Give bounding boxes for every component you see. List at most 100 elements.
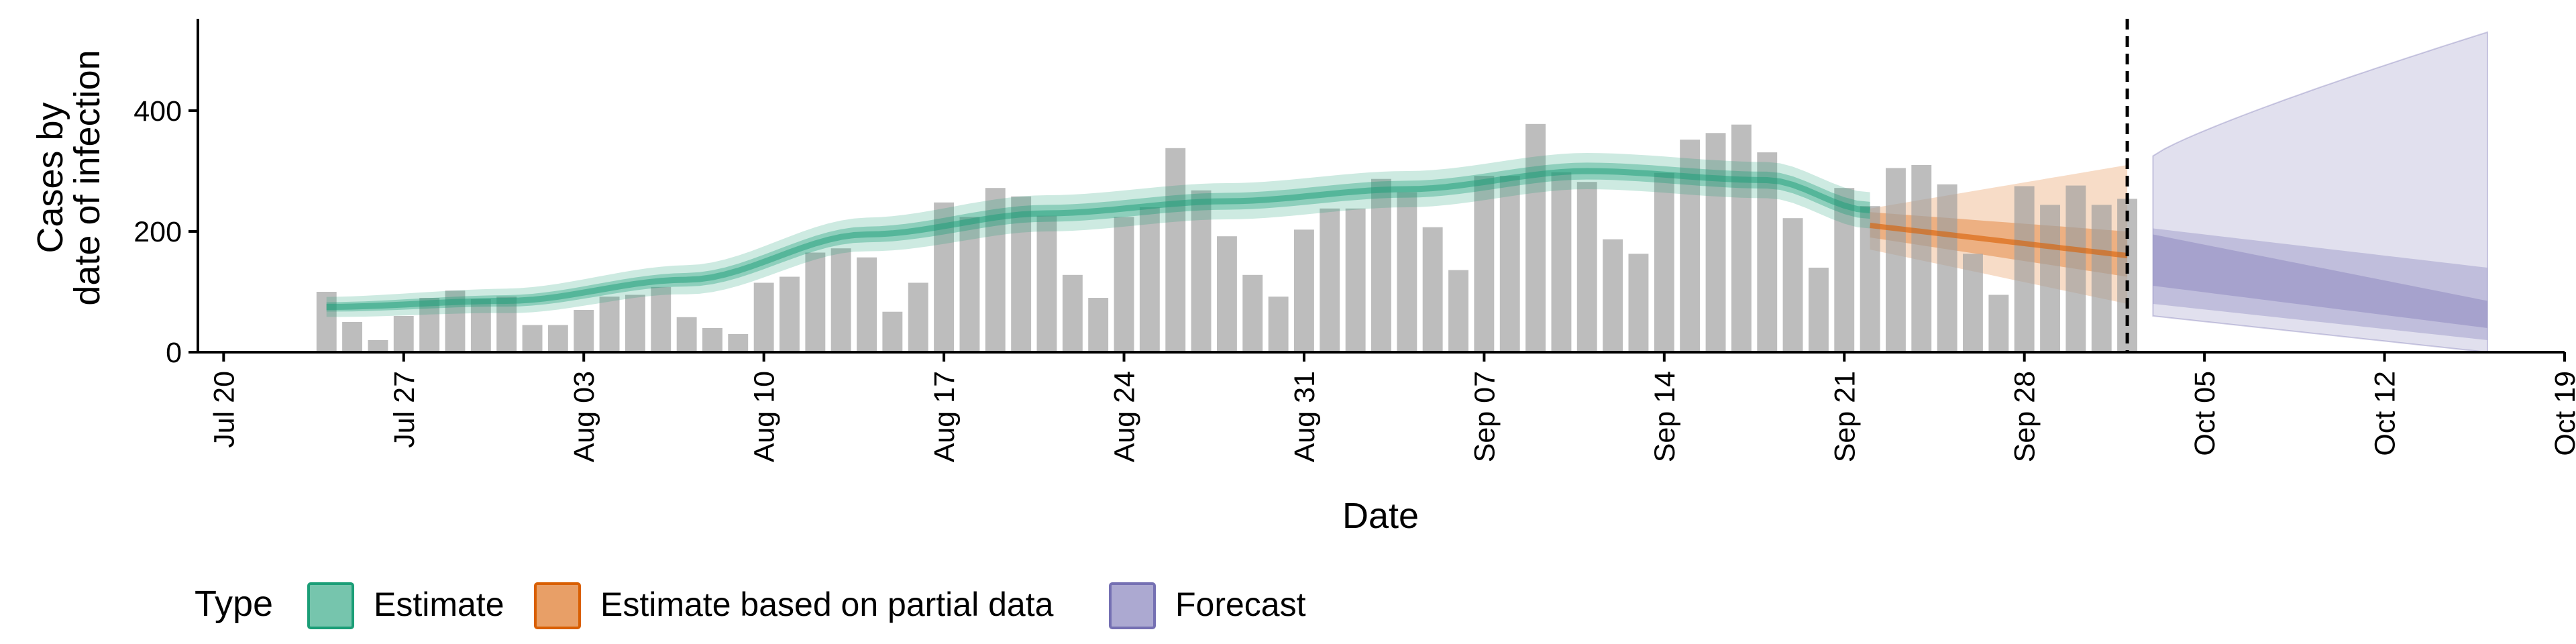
case-bar — [1474, 176, 1495, 352]
case-bar — [830, 248, 851, 352]
y-axis-title-line-1: Cases by — [30, 102, 70, 253]
case-bar — [2040, 205, 2060, 352]
case-bar — [1886, 168, 1906, 352]
legend-key-partial — [534, 582, 581, 629]
case-bar — [393, 316, 414, 352]
x-axis-title: Date — [1342, 496, 1419, 536]
forecast-inner-band — [2153, 234, 2487, 328]
case-bar — [2065, 185, 2086, 352]
x-tick-label: Aug 31 — [1289, 371, 1321, 462]
legend-key-estimate — [307, 582, 354, 629]
legend-label-forecast: Forecast — [1175, 586, 1306, 623]
legend-key-forecast — [1109, 582, 1156, 629]
case-bar — [1603, 239, 1623, 352]
ribbon-layer — [1870, 31, 2488, 354]
x-tick-label: Oct 12 — [2369, 371, 2402, 456]
case-bar — [753, 282, 774, 352]
case-bar — [2014, 186, 2035, 352]
case-bar — [882, 311, 903, 352]
x-tick-label: Oct 19 — [2549, 371, 2576, 456]
case-bar — [1628, 254, 1649, 352]
case-bar — [1937, 184, 1957, 352]
case-bar — [1911, 165, 1932, 352]
x-tick-label: Oct 05 — [2189, 371, 2221, 456]
bar-layer — [316, 123, 2137, 353]
partial-median-line — [1870, 223, 2128, 258]
case-bar — [1705, 133, 1726, 353]
case-bar — [1809, 268, 1829, 352]
case-bar — [1268, 297, 1289, 352]
case-bar — [1294, 229, 1314, 352]
case-bar — [805, 252, 826, 352]
case-bar — [599, 297, 620, 352]
x-tick-label: Aug 17 — [928, 371, 961, 462]
case-bar — [959, 217, 980, 352]
y-axis-title-line-2: date of infection — [67, 50, 107, 305]
legend-label-estimate: Estimate — [374, 586, 504, 623]
case-bar — [1525, 123, 1546, 353]
case-bar — [1165, 148, 1186, 353]
case-bar — [857, 257, 877, 352]
case-bar — [1576, 182, 1597, 352]
case-bar — [574, 310, 594, 352]
x-tick-label: Aug 24 — [1109, 371, 1141, 462]
x-tick-label: Aug 03 — [568, 371, 600, 462]
x-tick-label: Sep 14 — [1649, 371, 1681, 462]
case-bar — [316, 292, 337, 352]
case-bar — [1217, 236, 1237, 352]
case-bar — [1397, 192, 1417, 352]
case-bar — [1860, 206, 1880, 352]
case-bar — [1036, 215, 1057, 352]
case-bar — [496, 297, 517, 352]
case-bar — [2091, 205, 2112, 352]
partial-outer-band — [1870, 165, 2128, 304]
case-bar — [522, 325, 543, 352]
axes: 0 200 400 Jul 20 Jul 27 Aug 03 Aug 10 Aug 17 Aug… — [133, 19, 2576, 462]
forecast-mid-band — [2153, 228, 2487, 340]
estimate-layer — [326, 153, 2128, 317]
estimate-median-line — [326, 168, 1871, 310]
case-bar — [1011, 196, 1032, 352]
case-bar — [1551, 172, 1572, 352]
case-bar — [1139, 207, 1160, 352]
y-tick-label: 0 — [166, 337, 182, 369]
case-bar — [368, 340, 388, 352]
case-bar — [1345, 208, 1366, 352]
case-bar — [1782, 218, 1803, 352]
case-bar — [651, 286, 672, 352]
x-tick-label: Sep 07 — [1468, 371, 1501, 462]
case-bar — [1062, 274, 1083, 352]
case-bar — [676, 317, 697, 352]
legend-label-partial: Estimate based on partial data — [600, 586, 1054, 623]
y-tick-label: 200 — [133, 216, 182, 248]
case-bar — [1654, 172, 1674, 352]
case-bar — [1371, 178, 1391, 352]
y-tick-label: 400 — [133, 95, 182, 127]
case-bar — [1963, 254, 1983, 352]
case-bar — [1499, 176, 1520, 352]
case-bar — [1757, 152, 1778, 352]
case-bar — [702, 328, 722, 352]
case-bar — [625, 294, 645, 352]
legend: Type Estimate Estimate based on partial … — [195, 582, 1306, 629]
x-tick-label: Sep 21 — [1829, 371, 1861, 462]
y-axis-title: Cases by date of infection — [30, 50, 107, 305]
case-bar — [419, 298, 440, 352]
case-bar — [1834, 188, 1855, 352]
case-bar — [728, 334, 749, 352]
case-bar — [1731, 124, 1752, 352]
case-bar — [908, 282, 928, 352]
legend-title: Type — [195, 584, 273, 624]
partial-inner-band — [1870, 212, 2128, 277]
case-bar — [1320, 208, 1340, 352]
case-bar — [1988, 294, 2009, 352]
case-bar — [1422, 227, 1443, 352]
x-tick-label: Aug 10 — [749, 371, 781, 462]
case-bar — [1448, 270, 1468, 352]
x-tick-label: Jul 27 — [388, 371, 421, 448]
case-bar — [1242, 274, 1263, 352]
case-bar — [342, 322, 362, 352]
case-bar — [470, 299, 491, 352]
x-tick-label: Sep 28 — [2009, 371, 2041, 462]
